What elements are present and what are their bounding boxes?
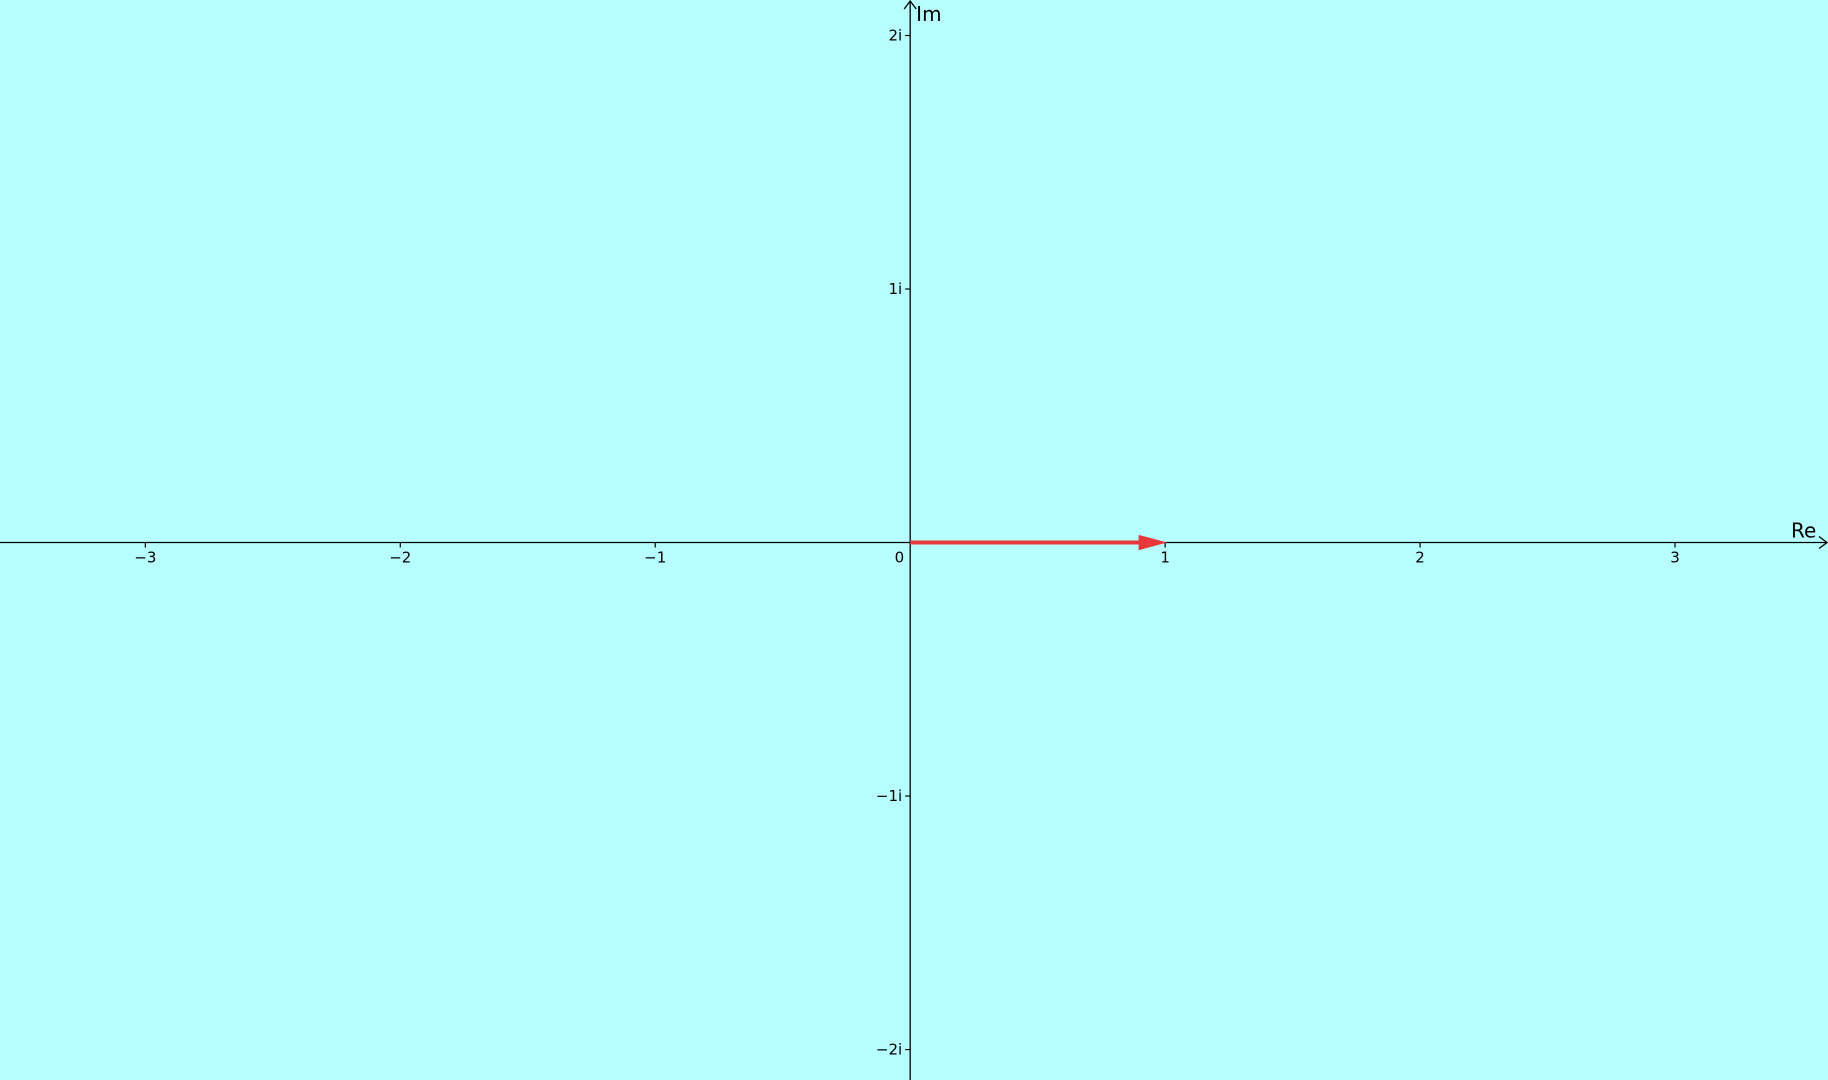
- y-tick-label: −2i: [876, 1041, 902, 1059]
- y-tick-label: −1i: [876, 787, 902, 805]
- vector-arrowhead-icon: [1138, 534, 1168, 551]
- imaginary-axis-arrow-icon: [903, 0, 917, 10]
- x-tick-label: −2: [389, 549, 411, 567]
- real-axis-arrow-icon: [1818, 536, 1828, 550]
- imaginary-axis-label: Im: [916, 2, 941, 26]
- x-tick-label: 1: [1160, 549, 1170, 567]
- x-tick-label: 3: [1670, 549, 1680, 567]
- y-tick-label: 1i: [888, 280, 902, 298]
- real-axis-label: Re: [1791, 519, 1816, 543]
- ticks: −3 −2 −1 1 2 3 2i 1i −1i −2i: [134, 26, 1680, 1058]
- x-tick-label: −1: [644, 549, 666, 567]
- vectors: [910, 534, 1168, 551]
- origin-label: 0: [895, 549, 905, 567]
- x-tick-label: −3: [134, 549, 156, 567]
- x-tick-label: 2: [1415, 549, 1425, 567]
- y-tick-label: 2i: [888, 26, 902, 44]
